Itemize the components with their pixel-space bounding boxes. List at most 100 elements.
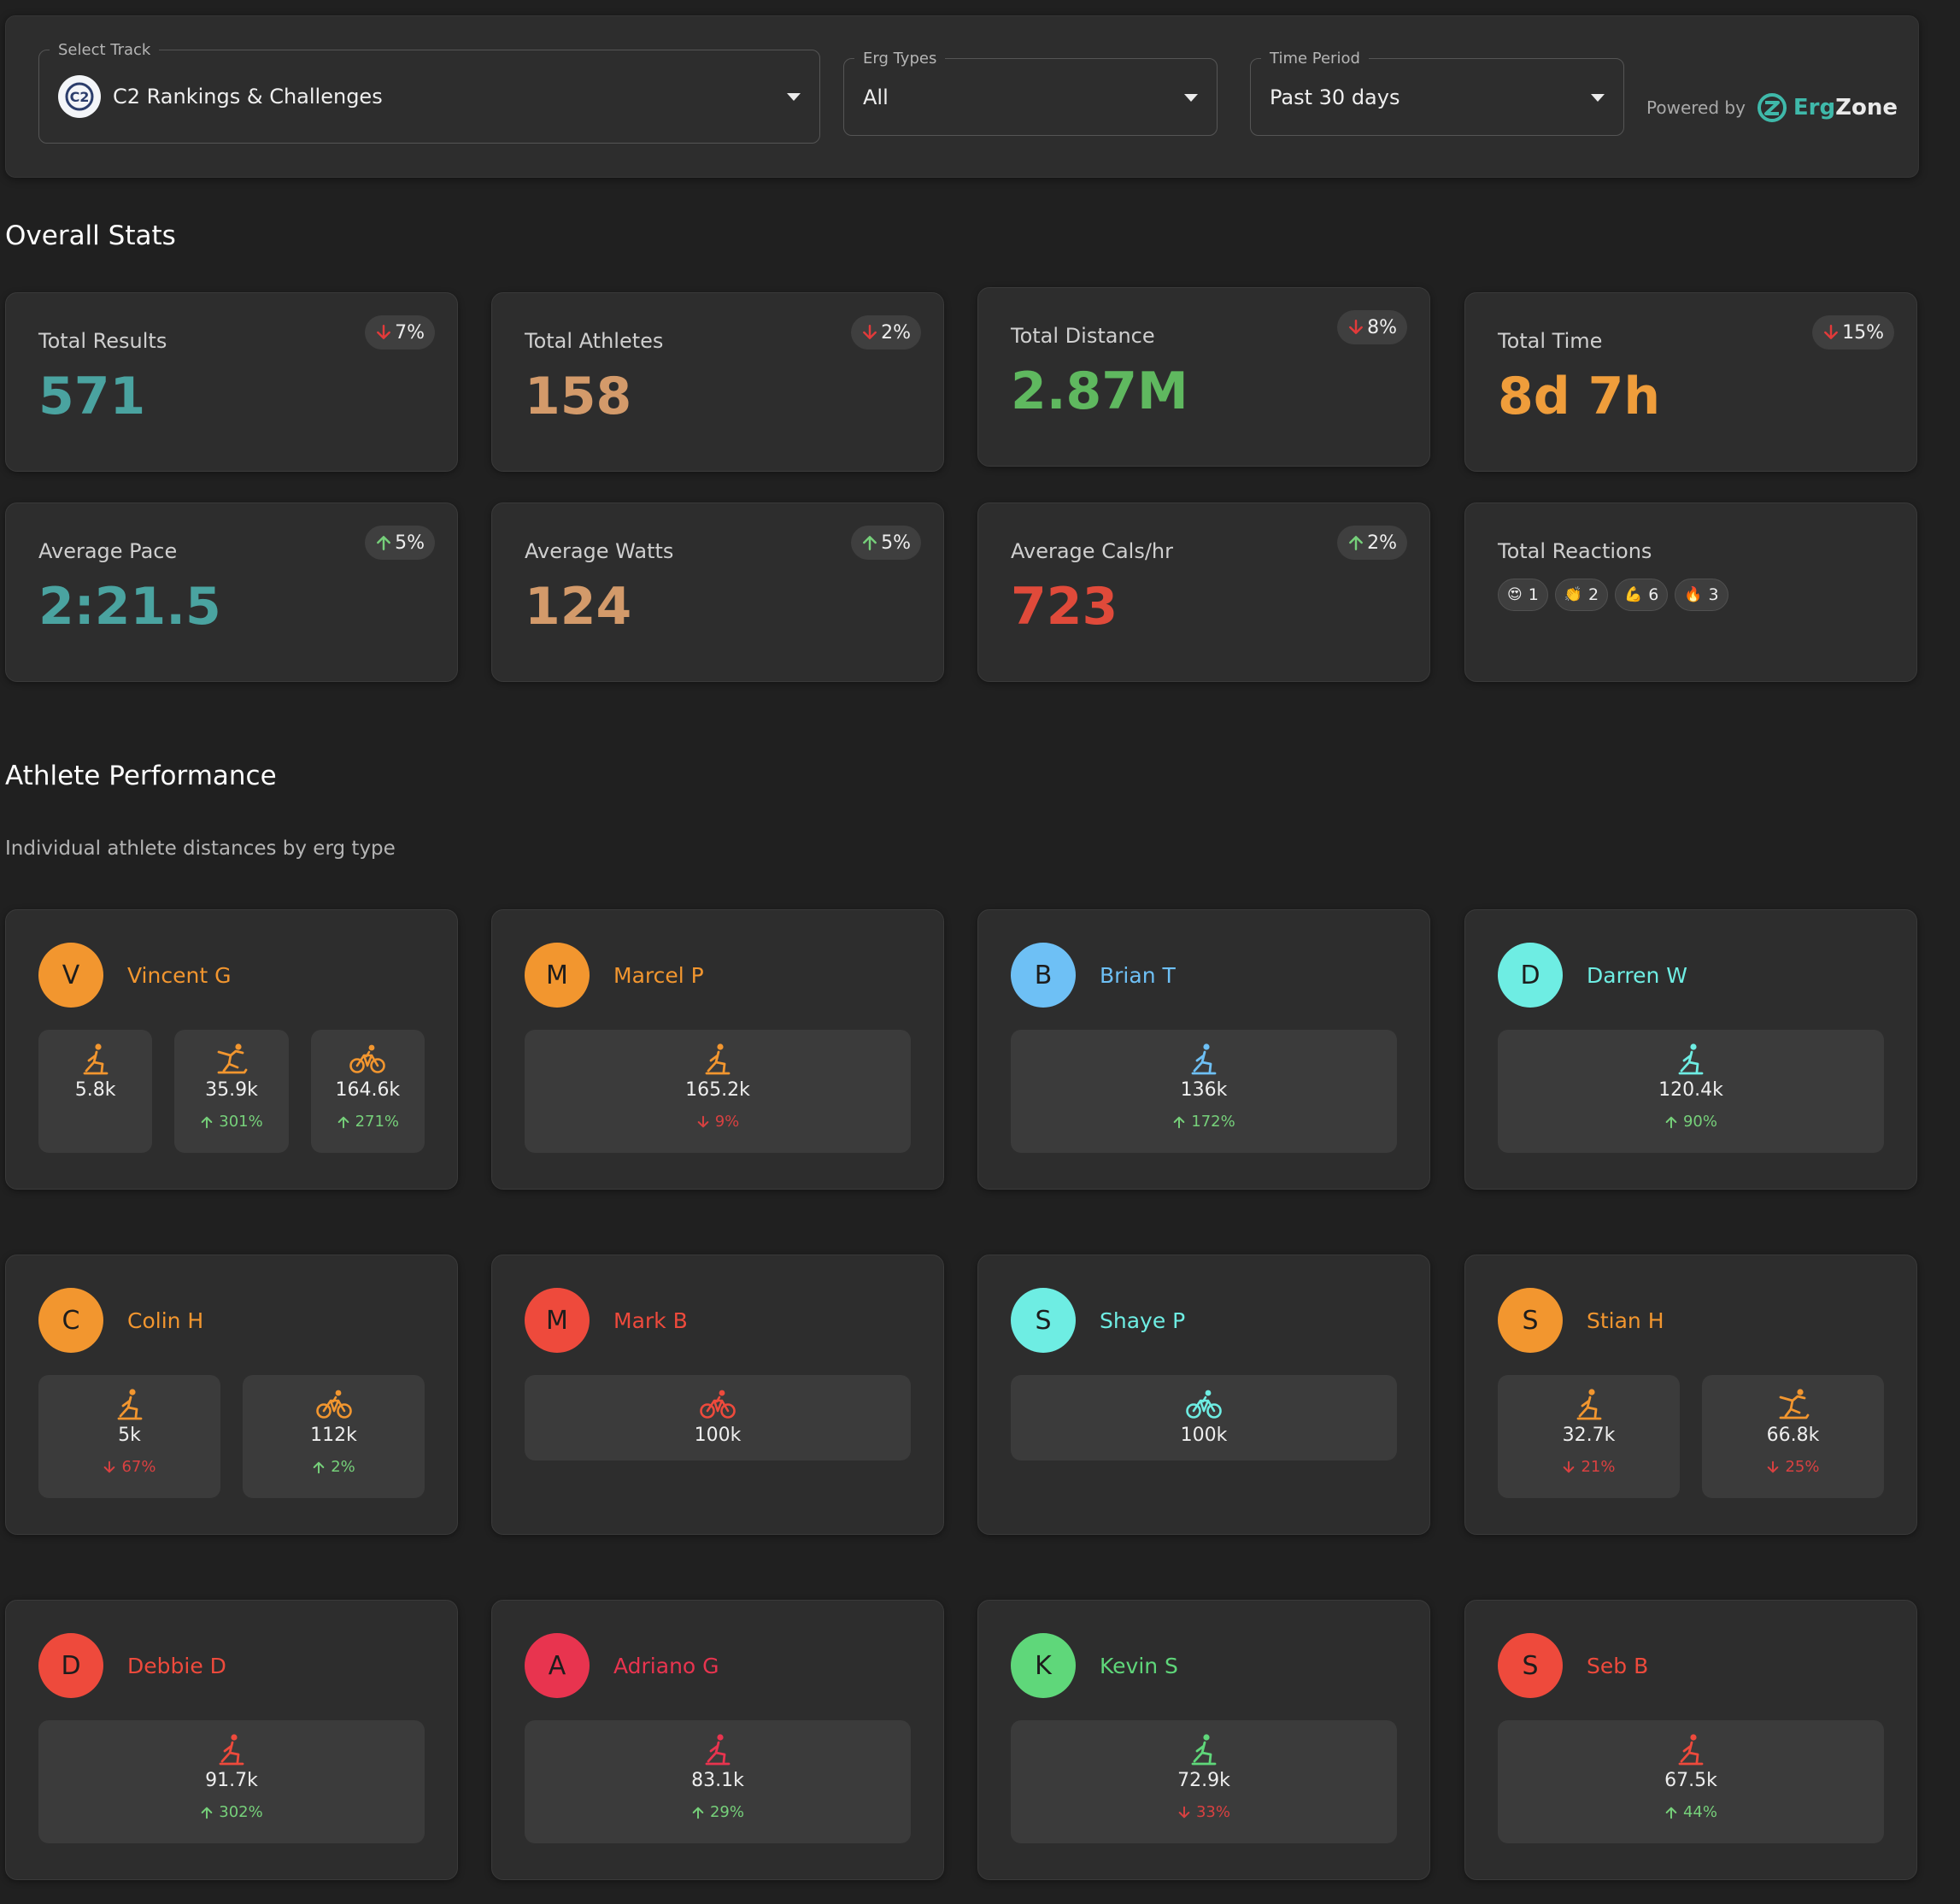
avatar: B: [1011, 943, 1076, 1008]
average-cals-hr-card: Average Cals/hr 723 2%: [977, 502, 1430, 682]
athlete-card[interactable]: D Debbie D 91.7k 302%: [5, 1600, 458, 1880]
erg-tile-rower[interactable]: 72.9k 33%: [1011, 1720, 1397, 1843]
chevron-down-icon[interactable]: [787, 93, 801, 101]
total-athletes-value: 158: [525, 367, 632, 426]
total-distance-value: 2.87M: [1011, 361, 1188, 421]
erg-tile-rower[interactable]: 120.4k 90%: [1498, 1030, 1884, 1153]
arrow-down-icon: [1562, 1460, 1576, 1474]
average-watts-change-badge: 5%: [851, 526, 921, 560]
erg-tile-ski[interactable]: 35.9k 301%: [174, 1030, 289, 1153]
total-athletes-change-badge: 2%: [851, 315, 921, 350]
athlete-name[interactable]: Mark B: [613, 1308, 688, 1333]
athlete-card[interactable]: M Marcel P 165.2k 9%: [491, 909, 944, 1190]
athlete-header: A Adriano G: [525, 1633, 719, 1698]
erg-tile-bike[interactable]: 100k: [1011, 1375, 1397, 1460]
athlete-name[interactable]: Kevin S: [1100, 1653, 1178, 1678]
athlete-card[interactable]: M Mark B 100k: [491, 1255, 944, 1535]
erg-change-percent: 90%: [1682, 1113, 1717, 1131]
erg-change: 29%: [691, 1803, 744, 1821]
change-percent: 5%: [881, 532, 911, 554]
athlete-name[interactable]: Debbie D: [127, 1653, 226, 1678]
erg-tile-rower[interactable]: 136k 172%: [1011, 1030, 1397, 1153]
erg-distance: 100k: [1180, 1425, 1228, 1446]
reaction-count: 1: [1528, 585, 1539, 604]
athlete-header: M Marcel P: [525, 943, 704, 1008]
total-distance-label: Total Distance: [1011, 324, 1155, 348]
athlete-name[interactable]: Darren W: [1587, 962, 1688, 988]
average-pace-card: Average Pace 2:21.5 5%: [5, 502, 458, 682]
erg-types-value: All: [863, 85, 889, 109]
athlete-card[interactable]: D Darren W 120.4k 90%: [1464, 909, 1917, 1190]
erg-tile-rower[interactable]: 83.1k 29%: [525, 1720, 911, 1843]
erg-tiles: 5.8k 35.9k 301% 164.6k 271%: [38, 1030, 425, 1153]
avatar: K: [1011, 1633, 1076, 1698]
athlete-name[interactable]: Vincent G: [127, 962, 232, 988]
erg-distance: 67.5k: [1664, 1770, 1717, 1791]
athlete-name[interactable]: Colin H: [127, 1308, 204, 1333]
erg-types-select[interactable]: Erg Types All: [843, 50, 1218, 136]
erg-tile-ski[interactable]: 66.8k 25%: [1702, 1375, 1884, 1498]
erg-tile-rower[interactable]: 67.5k 44%: [1498, 1720, 1884, 1843]
athlete-card[interactable]: K Kevin S 72.9k 33%: [977, 1600, 1430, 1880]
athlete-name[interactable]: Stian H: [1587, 1308, 1664, 1333]
athlete-card[interactable]: S Stian H 32.7k 21% 66.8k 25%: [1464, 1255, 1917, 1535]
athlete-name[interactable]: Shaye P: [1100, 1308, 1186, 1333]
time-period-select[interactable]: Time Period Past 30 days: [1250, 50, 1624, 136]
total-distance-change-badge: 8%: [1337, 310, 1407, 344]
athlete-card[interactable]: S Shaye P 100k: [977, 1255, 1430, 1535]
avatar: S: [1011, 1288, 1076, 1353]
bike-erg-icon: [349, 1040, 386, 1078]
erg-change-percent: 29%: [709, 1803, 744, 1821]
total-distance-card: Total Distance 2.87M 8%: [977, 287, 1430, 467]
track-select[interactable]: Select Track C2 C2 Rankings & Challenges: [38, 41, 820, 144]
athlete-card[interactable]: V Vincent G 5.8k 35.9k 301% 164.6k 271%: [5, 909, 458, 1190]
athlete-card[interactable]: A Adriano G 83.1k 29%: [491, 1600, 944, 1880]
total-results-card: Total Results 571 7%: [5, 292, 458, 472]
reaction-chip[interactable]: 💪 6: [1615, 579, 1669, 611]
erg-tile-rower[interactable]: 5k 67%: [38, 1375, 220, 1498]
reaction-chip[interactable]: 👏 2: [1554, 579, 1609, 611]
athlete-header: M Mark B: [525, 1288, 688, 1353]
arrow-up-icon: [375, 534, 395, 551]
rower-erg-icon: [1674, 1040, 1708, 1078]
erg-tile-rower[interactable]: 165.2k 9%: [525, 1030, 911, 1153]
athlete-name[interactable]: Seb B: [1587, 1653, 1649, 1678]
arrow-up-icon: [200, 1115, 214, 1129]
total-results-value: 571: [38, 367, 146, 426]
erg-tiles: 32.7k 21% 66.8k 25%: [1498, 1375, 1884, 1498]
athlete-name[interactable]: Brian T: [1100, 962, 1176, 988]
erg-tile-rower[interactable]: 32.7k 21%: [1498, 1375, 1680, 1498]
erg-tile-bike[interactable]: 100k: [525, 1375, 911, 1460]
erg-change-percent: 44%: [1682, 1803, 1717, 1821]
powered-by[interactable]: Powered by ErgZone: [1646, 91, 1898, 124]
rower-erg-icon: [113, 1385, 147, 1423]
erg-tile-rower[interactable]: 5.8k: [38, 1030, 153, 1153]
reaction-chip[interactable]: 🔥 3: [1675, 579, 1728, 611]
ergzone-logo-icon: [1757, 93, 1787, 122]
chevron-down-icon[interactable]: [1591, 93, 1605, 102]
svg-text:C2: C2: [70, 89, 90, 105]
erg-tile-bike[interactable]: 164.6k 271%: [310, 1030, 425, 1153]
chevron-down-icon[interactable]: [1184, 93, 1198, 102]
athlete-card[interactable]: B Brian T 136k 172%: [977, 909, 1430, 1190]
overall-stats-title: Overall Stats: [5, 220, 176, 251]
erg-change: 9%: [696, 1113, 739, 1131]
athlete-name[interactable]: Adriano G: [613, 1653, 719, 1678]
erg-change-percent: 2%: [331, 1458, 355, 1476]
rower-erg-icon: [1187, 1040, 1221, 1078]
erg-tile-rower[interactable]: 91.7k 302%: [38, 1720, 425, 1843]
erg-change-percent: 172%: [1191, 1113, 1235, 1131]
reaction-chip[interactable]: 😍 1: [1498, 579, 1548, 611]
athlete-card[interactable]: C Colin H 5k 67% 112k 2%: [5, 1255, 458, 1535]
erg-tile-bike[interactable]: 112k 2%: [243, 1375, 425, 1498]
ergzone-logo[interactable]: ErgZone: [1756, 91, 1898, 124]
reaction-count: 6: [1648, 585, 1659, 604]
athlete-header: S Stian H: [1498, 1288, 1664, 1353]
erg-tiles: 100k: [1011, 1375, 1397, 1460]
arrow-down-icon: [696, 1115, 710, 1129]
athlete-card[interactable]: S Seb B 67.5k 44%: [1464, 1600, 1917, 1880]
arrow-up-icon: [1664, 1115, 1678, 1129]
arrow-up-icon: [312, 1460, 326, 1474]
ski-erg-icon: [1775, 1385, 1811, 1423]
athlete-name[interactable]: Marcel P: [613, 962, 704, 988]
